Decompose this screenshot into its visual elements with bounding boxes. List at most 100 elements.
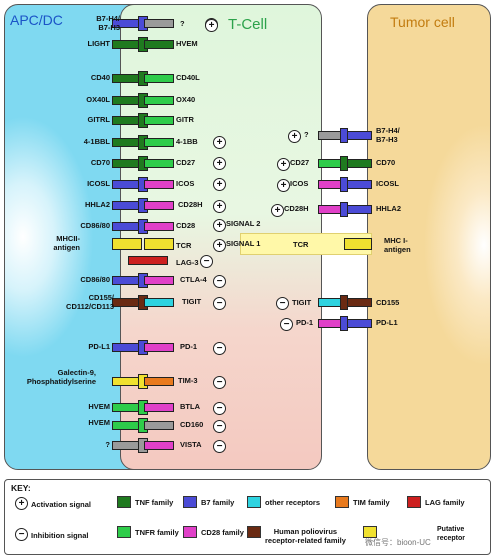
apc-ligand-hvem-b: HVEM: [88, 418, 110, 427]
swatch-tnf: [117, 496, 131, 508]
swatch-lag: [407, 496, 421, 508]
tcell-receptor-icos: ICOS: [176, 179, 195, 188]
tcell-right-receptor-unknown: ?: [304, 130, 309, 139]
key-inhibition-label: Inhibition signal: [31, 531, 89, 540]
tumor-ligand-hhla2: HHLA2: [376, 204, 402, 213]
apc-ligand-pdl1: PD-L1: [88, 342, 110, 351]
receptor-bar-cd160: [144, 421, 174, 430]
tcell-receptor-41bb: 4-1BB: [176, 137, 198, 146]
receptor-bar-cd28h: [144, 201, 174, 210]
sign-receptor-bar-cd28h: +: [213, 200, 226, 213]
tcell-receptor-lag3: LAG-3: [176, 258, 199, 267]
key-other-label: other receptors: [265, 498, 321, 507]
key-legend: KEY: + Activation signal − Inhibition si…: [4, 479, 491, 555]
apc-ligand-cd40: CD40: [90, 73, 110, 82]
swatch-other: [247, 496, 261, 508]
sign-tcell-41bb: +: [213, 136, 226, 149]
tcell-receptor-tim3: TIM-3: [178, 376, 198, 385]
receptor-bar-hvem: [144, 40, 174, 49]
tumor-bar-b7h4: [344, 131, 372, 140]
tcell-receptor-btla: BTLA: [180, 402, 200, 411]
swatch-tim: [335, 496, 349, 508]
receptor-bar-cd28: [144, 222, 174, 231]
key-minus-icon: −: [15, 528, 28, 541]
apc-ligand-cd155-group: CD155/ CD112/CD113: [66, 293, 114, 311]
key-title: KEY:: [11, 483, 31, 493]
tcell-receptor-cd27: CD27: [176, 158, 196, 167]
tumor-bar-hhla2-head: [340, 202, 348, 217]
receptor-bar-ctla4: [144, 276, 174, 285]
signal-2-label: SIGNAL 2: [226, 219, 261, 228]
key-cd28-label: CD28 family: [201, 528, 244, 537]
tumor-bar-cd70: [344, 159, 372, 168]
apc-dc-title: APC/DC: [10, 12, 63, 28]
tcell-right-receptor-tcr: TCR: [293, 240, 309, 249]
tumor-ligand-cd155: CD155: [376, 298, 400, 307]
key-plus-icon: +: [15, 497, 28, 510]
tumor-bar-icosl: [344, 180, 372, 189]
tcell-right-receptor-cd27: CD27: [290, 158, 310, 167]
swatch-putative: [363, 526, 377, 538]
swatch-tnfr: [117, 526, 131, 538]
sign-receptor-bar-pd1: −: [213, 342, 226, 355]
sign-receptor-bar-btla: −: [213, 402, 226, 415]
apc-ligand-cd86-80-b: CD86/80: [80, 275, 110, 284]
tcell-receptor-cd40l: CD40L: [176, 73, 200, 82]
apc-ligand-light: LIGHT: [87, 39, 111, 48]
tumor-ligand-mhci-antigen: MHC I- antigen: [384, 236, 411, 254]
sign-receptor-bar-tigit: −: [213, 297, 226, 310]
receptor-bar-tim3: [144, 377, 174, 386]
key-tim-label: TIM family: [353, 498, 390, 507]
sign-tcell-tcr: +: [213, 239, 226, 252]
apc-ligand-gitrl: GITRL: [87, 115, 111, 124]
key-activation-label: Activation signal: [31, 500, 92, 509]
tcell-receptor-cd28h: CD28H: [178, 200, 203, 209]
tumor-bar-hhla2: [344, 205, 372, 214]
apc-ligand-mhcii-antigen: MHCII- antigen: [53, 234, 80, 252]
receptor-bar-pd1: [144, 343, 174, 352]
tumor-ligand-cd70: CD70: [376, 158, 396, 167]
tcell-receptor-ox40: OX40: [176, 95, 196, 104]
tumor-bar-pdl1-head: [340, 316, 348, 331]
sign-receptor-right-bar-tigit: −: [276, 297, 289, 310]
receptor-bar-cd40l: [144, 74, 174, 83]
swatch-polio: [247, 526, 261, 538]
tcell-receptor-pd1: PD-1: [180, 342, 198, 351]
key-tnfr-label: TNFR family: [135, 528, 179, 537]
sign-receptor-right-bar-unknown: +: [288, 130, 301, 143]
tcell-receptor-vista: VISTA: [180, 440, 202, 449]
sign-receptor-right-bar-pd1: −: [280, 318, 293, 331]
mhcii-bar: [112, 238, 142, 250]
sign-receptor-bar-ctla4: −: [213, 275, 226, 288]
tcell-right-receptor-cd28h: CD28H: [284, 204, 309, 213]
key-tnf-label: TNF family: [135, 498, 174, 507]
sign-tcell-cd27: +: [213, 157, 226, 170]
key-putative-label: Putative receptor: [437, 526, 466, 542]
key-lag-label: LAG family: [425, 498, 465, 507]
sign-receptor-right-bar-icos: +: [277, 179, 290, 192]
tumor-bar-pdl1: [344, 319, 372, 328]
t-cell-title: T-Cell: [228, 16, 268, 33]
receptor-bar-vista: [144, 441, 174, 450]
key-b7-label: B7 family: [201, 498, 235, 507]
tcell-receptor-tcr: TCR: [176, 241, 192, 250]
tumor-ligand-icosl: ICOSL: [376, 179, 399, 188]
tcell-receptor-gitr: GITR: [176, 115, 194, 124]
apc-ligand-41bbl: 4-1BBL: [83, 137, 110, 146]
tcell-receptor-ctla4: CTLA-4: [180, 275, 207, 284]
key-polio-label: Human poliovirus receptor-related family: [265, 527, 346, 545]
receptor-bar-ox40: [144, 96, 174, 105]
receptor-bar-unknown: [144, 19, 174, 28]
tcell-receptor-hvem: HVEM: [176, 39, 198, 48]
watermark-text: 微信号：bioon-UC: [365, 538, 431, 547]
tumor-bar-mhci: [344, 238, 372, 250]
apc-ligand-icosl: ICOSL: [87, 179, 110, 188]
tumor-ligand-pdl1: PD-L1: [376, 318, 398, 327]
sign-top: +: [205, 19, 218, 32]
apc-ligand-hhla2: HHLA2: [84, 200, 110, 209]
sign-receptor-right-bar-cd28h: +: [271, 204, 284, 217]
tcell-right-receptor-icos: ICOS: [290, 179, 309, 188]
sign-receptor-bar-cd160: −: [213, 420, 226, 433]
signal-1-label: SIGNAL 1: [226, 239, 261, 248]
tcell-receptor-cd160: CD160: [180, 420, 204, 429]
